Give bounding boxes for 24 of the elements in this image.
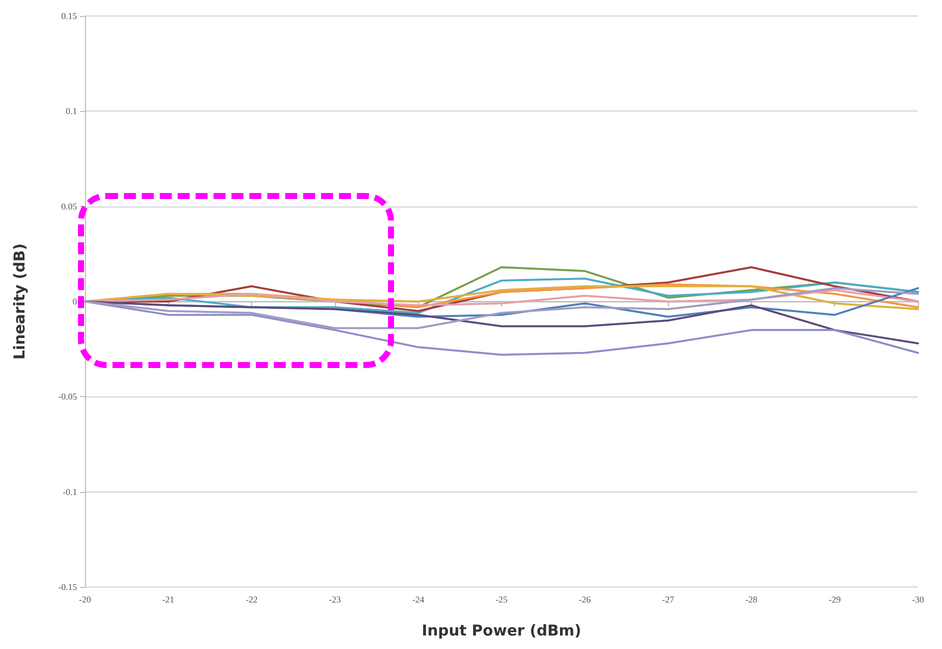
- y-axis-title: Linearity (dB): [10, 243, 28, 360]
- x-tick-label: -28: [745, 594, 758, 604]
- x-tick-label: -23: [328, 594, 342, 604]
- y-tick-label: 0.05: [61, 201, 78, 212]
- y-tick-label: 0.15: [61, 11, 78, 21]
- line-series: [84, 289, 919, 306]
- x-tick-label: -27: [662, 594, 675, 604]
- x-axis-title: Input Power (dBm): [422, 622, 582, 640]
- x-tick-label: -22: [246, 594, 258, 604]
- y-tick-label: 0.1: [66, 106, 77, 116]
- x-tick-label: -24: [412, 594, 425, 604]
- line-series: [84, 287, 919, 330]
- y-tick-label: 0: [72, 296, 78, 306]
- x-tick-label: -25: [496, 594, 508, 604]
- x-tick-label: -30: [912, 594, 924, 604]
- y-tick-label: -0.15: [58, 582, 78, 592]
- x-tick-label: -26: [578, 594, 592, 604]
- x-tick-label: -21: [162, 594, 174, 604]
- x-tick-label: -29: [828, 594, 842, 604]
- y-tick-label: -0.1: [62, 486, 77, 497]
- line-series: [84, 300, 919, 356]
- x-tick-label: -20: [79, 594, 92, 604]
- y-tick-label: -0.05: [58, 392, 78, 402]
- line-series: [84, 300, 919, 344]
